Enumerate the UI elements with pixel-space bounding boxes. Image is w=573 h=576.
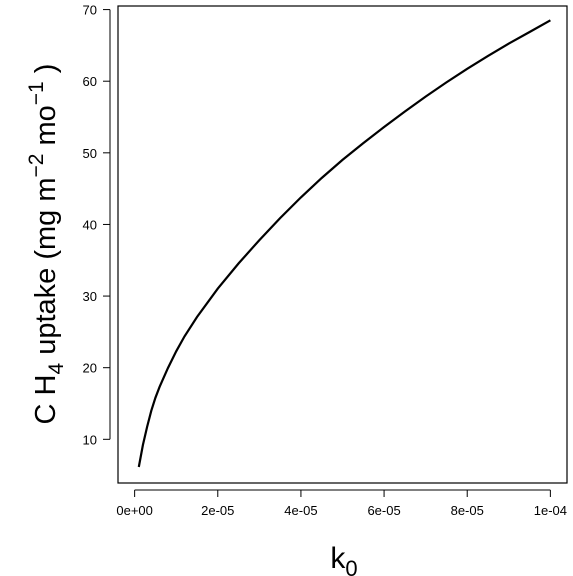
y-axis-title-mid2: mo [30,105,62,153]
y-tick-label: 60 [83,74,97,89]
y-axis-title-prefix: C H [30,375,62,425]
y-axis: 10 20 30 40 50 60 70 [83,3,111,447]
x-axis: 0e+00 2e-05 4e-05 6e-05 8e-05 1e-04 [116,489,567,518]
y-tick-label: 50 [83,146,97,161]
x-axis-title-sub: 0 [345,556,357,576]
x-tick-label: 0e+00 [116,503,153,518]
y-tick-label: 40 [83,217,97,232]
y-axis-title-sup1: −2 [25,154,48,178]
plot-frame [117,5,568,484]
series-line [137,19,551,468]
y-axis-title-suffix: ) [30,64,62,82]
y-axis-title-sub: 4 [45,363,68,375]
y-axis-title-mid: uptake (mg m [30,177,62,362]
y-tick-label: 30 [83,289,97,304]
x-tick-label: 6e-05 [367,503,400,518]
y-axis-title-sup2: −1 [25,81,48,105]
y-axis-title: C H4 uptake (mg m−2 mo−1 ) [25,64,68,425]
y-tick-label: 10 [83,432,97,447]
y-tick-label: 20 [83,361,97,376]
x-tick-label: 1e-04 [534,503,567,518]
x-tick-label: 2e-05 [201,503,234,518]
x-tick-label: 4e-05 [284,503,317,518]
x-tick-label: 8e-05 [451,503,484,518]
x-axis-title: k0 [330,542,357,576]
x-axis-title-base: k [330,542,346,575]
y-tick-label: 70 [83,3,97,18]
